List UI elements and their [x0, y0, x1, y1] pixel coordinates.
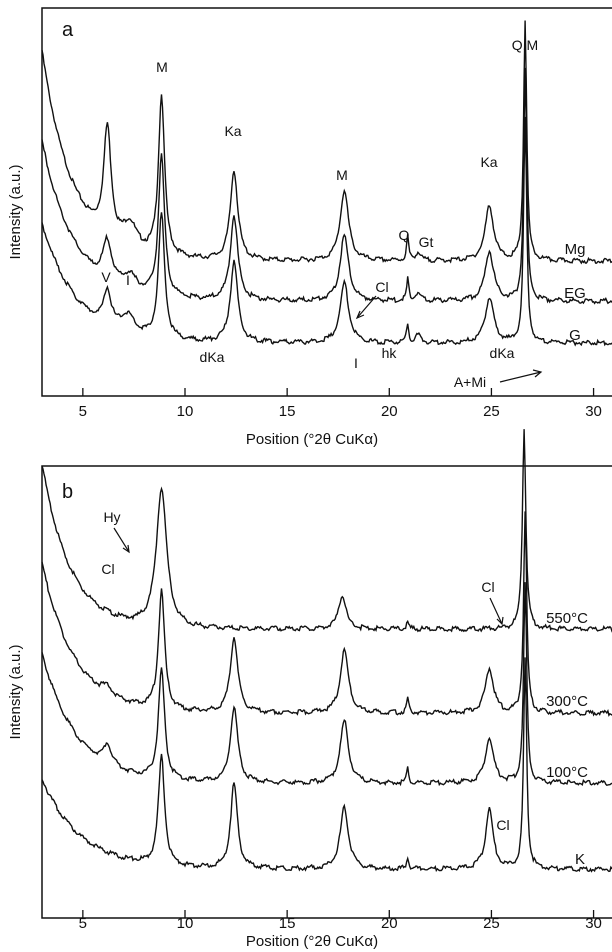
series-label-EG: EG [564, 285, 586, 302]
x-tick-label: 10 [177, 915, 194, 932]
peak-label-M-1: M [156, 59, 168, 75]
peak-label-Q: Q [399, 227, 410, 243]
peak-label-Cl-b3: Cl [496, 817, 509, 833]
x-tick-label: 20 [381, 403, 398, 420]
x-tick-label: 25 [483, 915, 500, 932]
peak-label-M-2: M [336, 167, 348, 183]
hy-arrow-head [122, 544, 130, 554]
panel-b-letter: b [62, 481, 73, 503]
series-line-K [41, 657, 612, 873]
cl-arrow-a [356, 295, 377, 319]
series-line-EG [41, 67, 612, 305]
panel-b: b Intensity (a.u.) Position (°2θ CuKα) 5… [7, 429, 612, 950]
peak-label-Cl: Cl [375, 279, 388, 295]
peak-label-Cl-b1: Cl [101, 561, 114, 577]
peak-label-Cl-b2: Cl [481, 579, 494, 595]
ami-arrow-head [532, 369, 543, 378]
peak-label-I-1: I [126, 272, 130, 288]
peak-label-AMi: A+Mi [454, 374, 486, 390]
x-tick-label: 15 [279, 915, 296, 932]
peak-label-Hy: Hy [103, 509, 120, 525]
panel-a-xlabel: Position (°2θ CuKα) [246, 431, 378, 448]
panel-b-frame [41, 465, 612, 919]
x-tick-label: 20 [381, 915, 398, 932]
panel-a-frame [41, 7, 612, 397]
x-tick-label: 5 [79, 403, 87, 420]
series-label-550C: 550°C [546, 610, 588, 627]
series-label-100C: 100°C [546, 764, 588, 781]
x-tick-label: 10 [177, 403, 194, 420]
x-tick-label: 30 [585, 915, 602, 932]
panel-a-letter: a [62, 19, 74, 41]
peak-label-hk: hk [382, 345, 398, 361]
ami-arrow [499, 371, 542, 383]
series-label-K: K [575, 851, 585, 868]
panel-a: a Intensity (a.u.) Position (°2θ CuKα) 5… [7, 7, 612, 448]
series-line-100°C [41, 582, 612, 787]
peak-label-Ka-2: Ka [480, 154, 497, 170]
peak-label-dKa-2: dKa [490, 345, 515, 361]
series-line-300°C [41, 511, 612, 717]
x-tick-label: 25 [483, 403, 500, 420]
peak-label-V: V [101, 269, 111, 285]
peak-label-Ka-1: Ka [224, 123, 241, 139]
peak-label-Gt: Gt [419, 234, 434, 250]
x-tick-label: 15 [279, 403, 296, 420]
peak-label-dKa-1: dKa [200, 349, 225, 365]
series-label-Mg: Mg [565, 241, 586, 258]
cl-arrow-b-head [496, 616, 504, 626]
x-tick-label: 5 [79, 915, 87, 932]
cl-arrow-a-head [355, 310, 365, 320]
panel-b-ylabel: Intensity (a.u.) [7, 644, 24, 739]
panel-a-ylabel: Intensity (a.u.) [7, 164, 24, 259]
cl-arrow-b [489, 597, 503, 625]
x-tick-label: 30 [585, 403, 602, 420]
series-line-550°C [41, 429, 612, 633]
hy-arrow [113, 527, 130, 553]
peak-label-QM: Q,M [512, 37, 538, 53]
peak-label-I-2: I [354, 355, 358, 371]
series-line-G [41, 116, 612, 347]
panel-b-xlabel: Position (°2θ CuKα) [246, 933, 378, 950]
series-label-300C: 300°C [546, 693, 588, 710]
series-label-G: G [569, 327, 581, 344]
series-line-Mg [41, 20, 612, 265]
